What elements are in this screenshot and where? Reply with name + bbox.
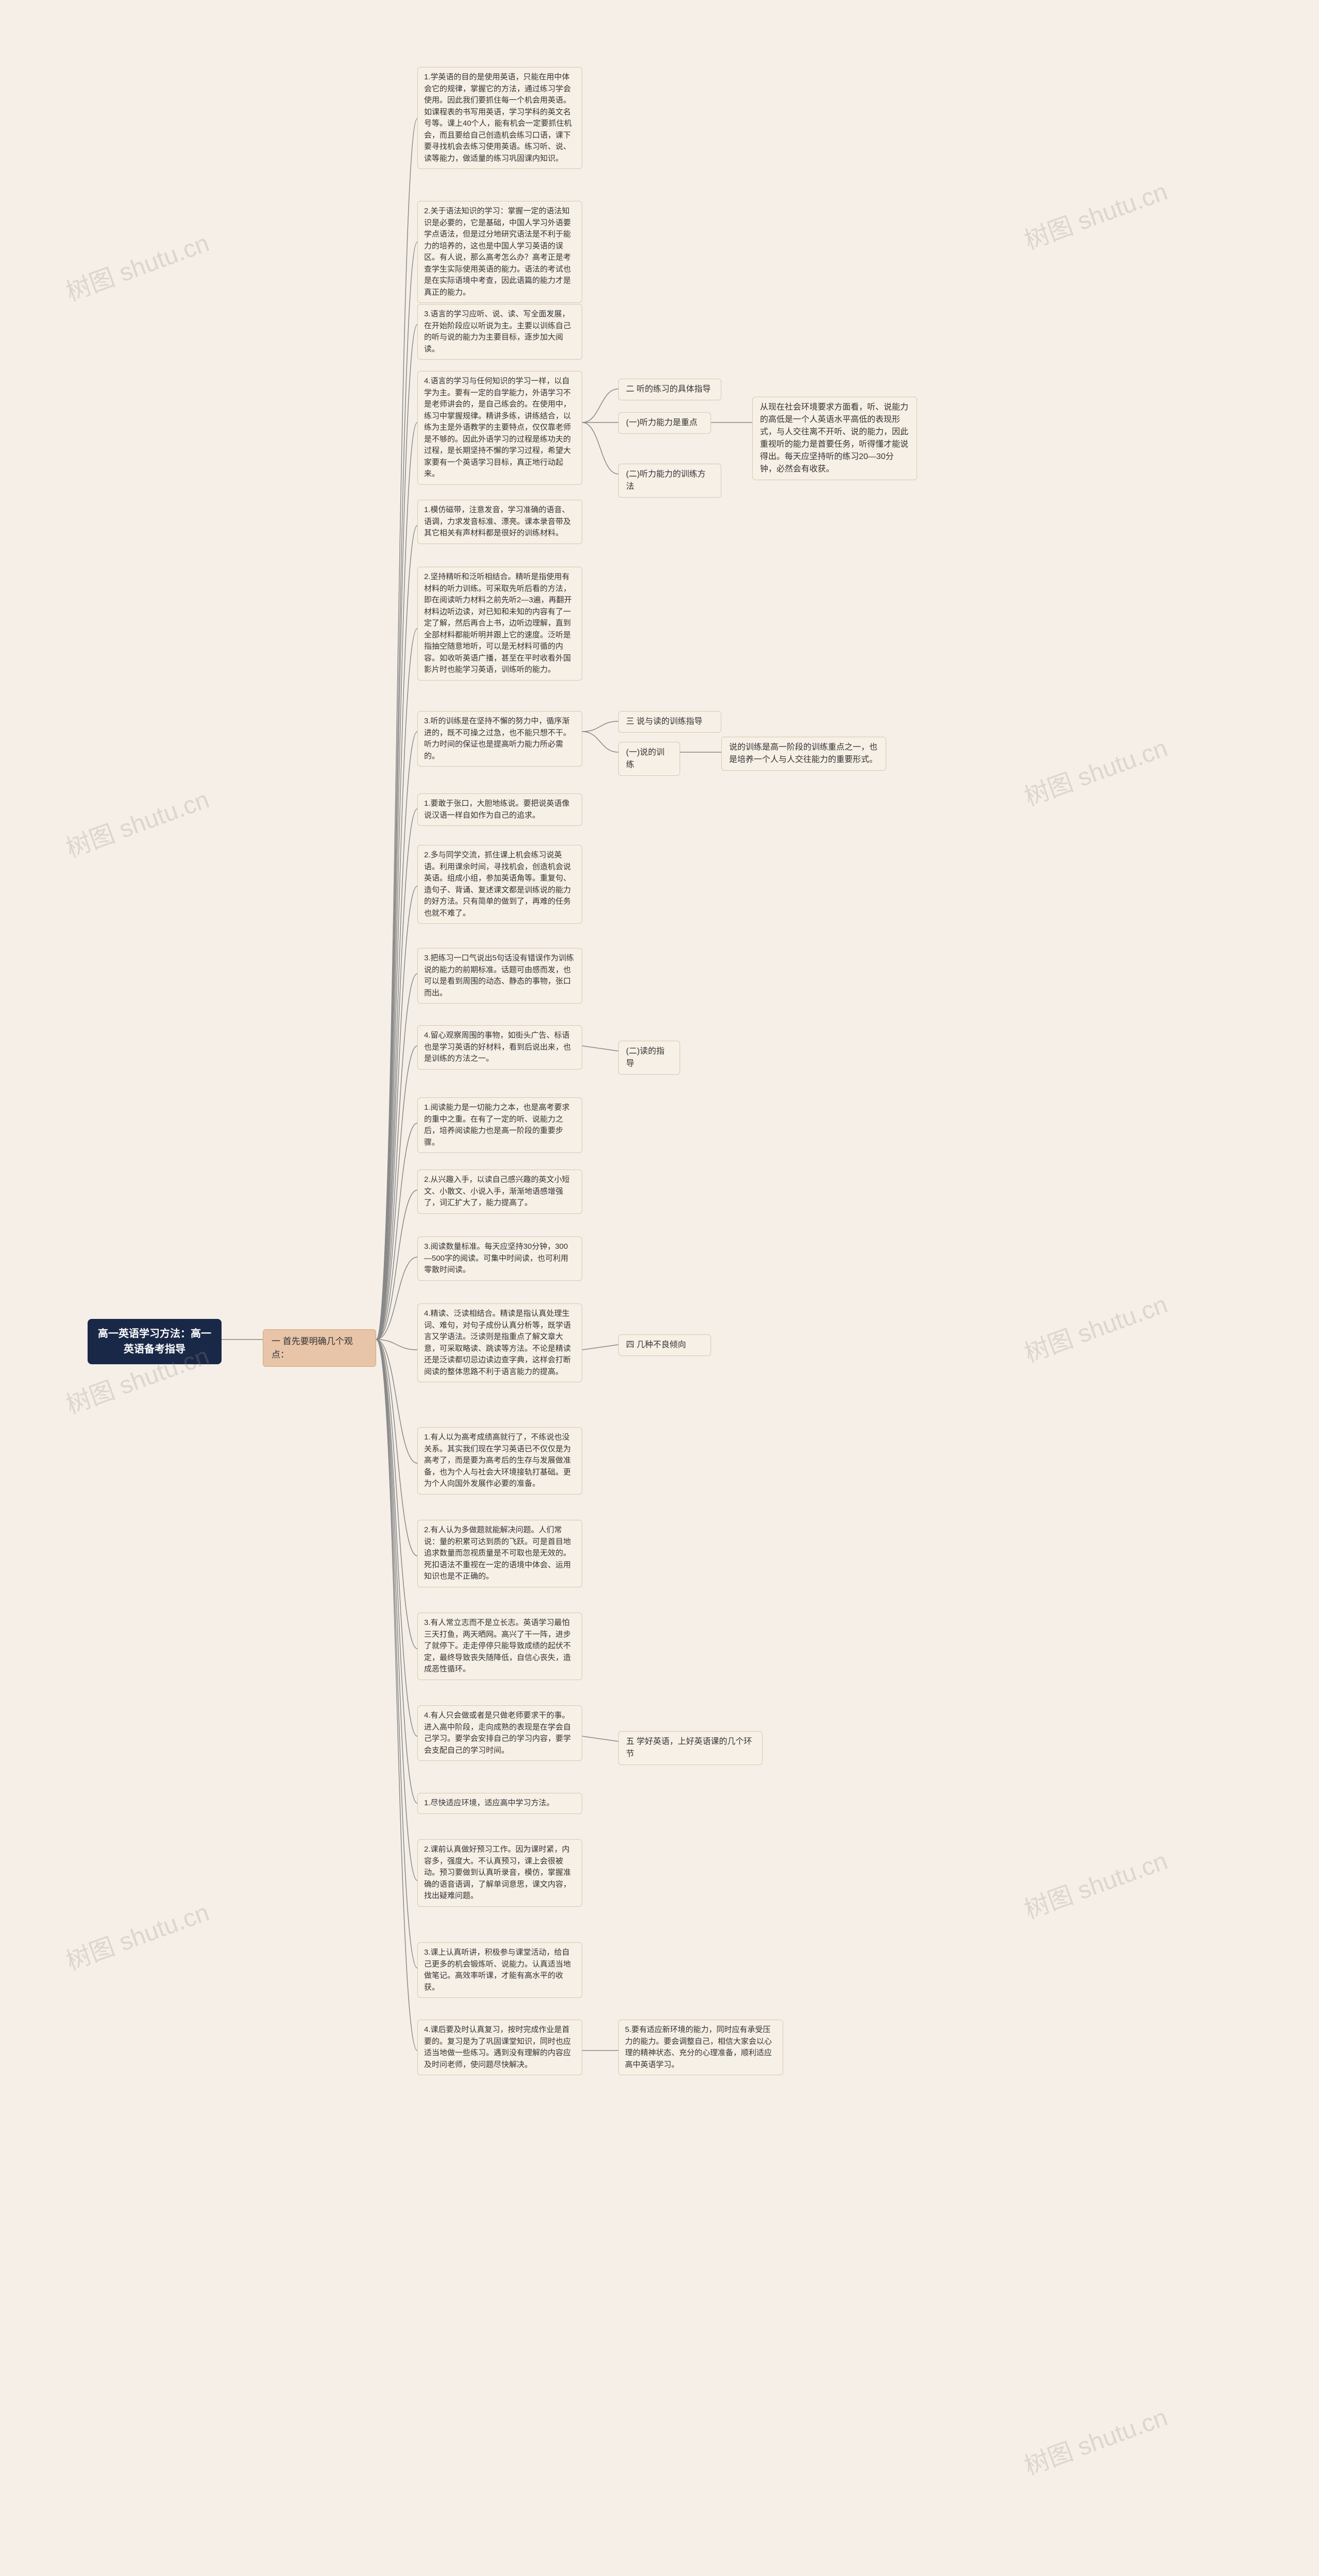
section-node: 四 几种不良倾向 — [618, 1334, 711, 1356]
watermark-text: 树图 shutu.cn — [1019, 171, 1172, 256]
watermark-text: 树图 shutu.cn — [60, 779, 213, 864]
leaf-node: 4.语言的学习与任何知识的学习一样，以自学为主。要有一定的自学能力，外语学习不是… — [417, 371, 582, 485]
section-node: 五 学好英语，上好英语课的几个环节 — [618, 1731, 763, 1765]
root-node: 高一英语学习方法：高一英语备考指导 — [88, 1319, 222, 1364]
section-node: 说的训练是高一阶段的训练重点之一，也是培养一个人与人交往能力的重要形式。 — [721, 737, 886, 771]
section-node: 从现在社会环境要求方面看，听、说能力的高低是一个人英语水平高低的表现形式，与人交… — [752, 397, 917, 480]
leaf-node: 3.有人常立志而不是立长志。英语学习最怕三天打鱼，两天晒网。高兴了干一阵，进步了… — [417, 1613, 582, 1680]
section-node: 三 说与读的训练指导 — [618, 711, 721, 733]
leaf-node: 2.课前认真做好预习工作。因为课时紧，内容多，强度大。不认真预习，课上会很被动。… — [417, 1839, 582, 1907]
leaf-node: 4.课后要及时认真复习，按时完成作业是首要的。复习是为了巩固课堂知识，同时也应适… — [417, 2020, 582, 2075]
leaf-node: 5.要有适应新环境的能力，同时应有承受压力的能力。要会调整自己，相信大家会以心理… — [618, 2020, 783, 2075]
leaf-node: 4.留心观察周围的事物，如街头广告、标语也是学习英语的好材料，看到后说出来，也是… — [417, 1025, 582, 1070]
leaf-node: 4.有人只会做或者是只做老师要求干的事。进入高中阶段，走向成熟的表现是在学会自己… — [417, 1705, 582, 1761]
leaf-node: 1.阅读能力是一切能力之本，也是高考要求的重中之重。在有了一定的听、说能力之后，… — [417, 1097, 582, 1153]
leaf-node: 2.多与同学交流，抓住课上机会练习说英语。利用课余时间，寻找机会，创造机会说英语… — [417, 845, 582, 924]
leaf-node: 2.坚持精听和泛听相结合。精听是指使用有材料的听力训练。可采取先听后看的方法，即… — [417, 567, 582, 681]
leaf-node: 1.尽快适应环境，适应高中学习方法。 — [417, 1793, 582, 1814]
leaf-node: 1.有人以为高考成绩高就行了，不练说也没关系。其实我们现在学习英语已不仅仅是为高… — [417, 1427, 582, 1495]
section-node: 二 听的练习的具体指导 — [618, 379, 721, 400]
branch-node-level1: 一 首先要明确几个观点： — [263, 1329, 376, 1367]
leaf-node: 3.语言的学习应听、说、读、写全面发展，在开始阶段应以听说为主。主要以训练自己的… — [417, 304, 582, 360]
section-node: (一)说的训练 — [618, 742, 680, 776]
watermark-text: 树图 shutu.cn — [60, 1892, 213, 1977]
leaf-node: 3.课上认真听讲，积极参与课堂活动，给自己更多的机会锻炼听、说能力。认真适当地做… — [417, 1942, 582, 1998]
watermark-text: 树图 shutu.cn — [60, 223, 213, 308]
leaf-node: 1.要敢于张口，大胆地练说。要把说英语像说汉语一样自如作为自己的追求。 — [417, 793, 582, 826]
leaf-node: 4.精读、泛读相结合。精读是指认真处理生词、难句，对句子成份认真分析等，既学语言… — [417, 1303, 582, 1382]
leaf-node: 1.模仿磁带，注意发音，学习准确的语音、语调，力求发音标准、漂亮。课本录音带及其… — [417, 500, 582, 544]
mindmap-container: 高一英语学习方法：高一英语备考指导 一 首先要明确几个观点： 1.学英语的目的是… — [0, 0, 1319, 2576]
watermark-text: 树图 shutu.cn — [1019, 727, 1172, 812]
leaf-node: 3.听的训练是在坚持不懈的努力中，循序渐进的，既不可操之过急，也不能只想不干。听… — [417, 711, 582, 767]
leaf-node: 3.阅读数量标准。每天应坚持30分钟，300—500字的阅读。可集中时间读，也可… — [417, 1236, 582, 1281]
watermark-text: 树图 shutu.cn — [1019, 1840, 1172, 1925]
watermark-text: 树图 shutu.cn — [1019, 2397, 1172, 2482]
leaf-node: 3.把练习一口气说出5句话没有错误作为训练说的能力的前期标准。话题可由感而发，也… — [417, 948, 582, 1004]
leaf-node: 2.关于语法知识的学习：掌握一定的语法知识是必要的，它是基础，中国人学习外语要学… — [417, 201, 582, 303]
leaf-node: 2.有人认为多做题就能解决问题。人们常说：量的积累可达到质的飞跃。可是首目地追求… — [417, 1520, 582, 1587]
watermark-text: 树图 shutu.cn — [1019, 1284, 1172, 1369]
leaf-node: 2.从兴趣入手，以读自己感兴趣的英文小短文、小散文、小说入手，渐渐地语感增强了，… — [417, 1170, 582, 1214]
section-node: (一)听力能力是重点 — [618, 412, 711, 434]
section-node: (二)听力能力的训练方法 — [618, 464, 721, 498]
section-node: (二)读的指导 — [618, 1041, 680, 1075]
leaf-node: 1.学英语的目的是使用英语，只能在用中体会它的规律，掌握它的方法，通过练习学会使… — [417, 67, 582, 169]
